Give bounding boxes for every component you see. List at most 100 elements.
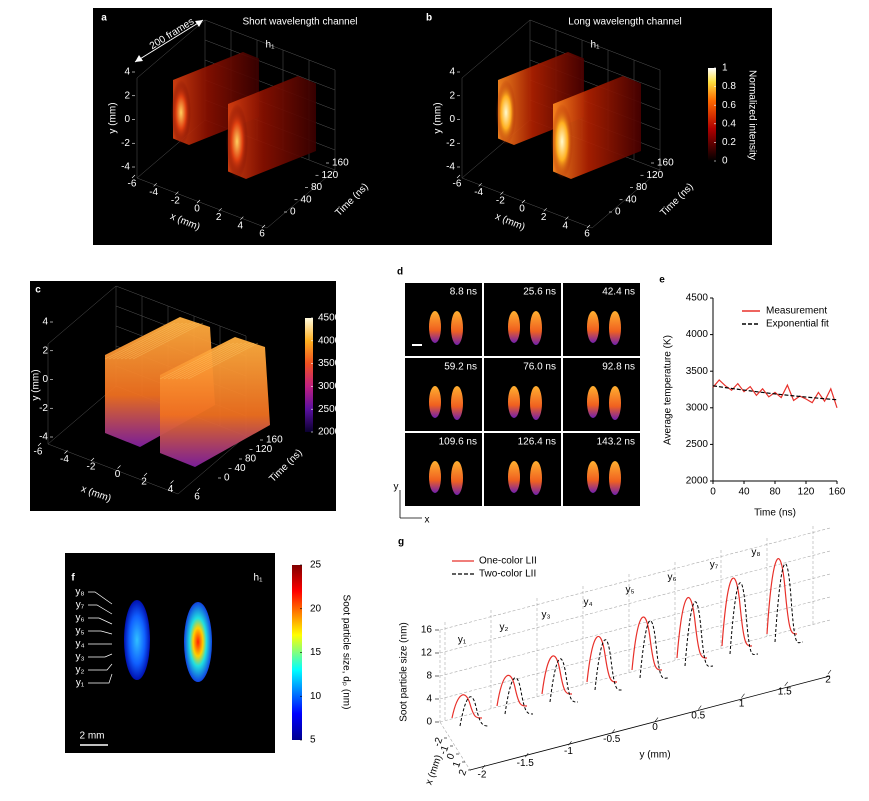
tick-label: 10 <box>310 691 322 702</box>
frame-time: 92.8 ns <box>602 362 635 373</box>
tick-label: 6 <box>584 229 590 240</box>
emission-blob <box>609 311 621 345</box>
profile-one-color <box>586 635 618 683</box>
tick-label: 0 <box>42 374 48 385</box>
tick-label: 8 <box>426 671 432 682</box>
tick-label: 0 <box>519 204 525 215</box>
emission-blob <box>508 386 520 418</box>
row-label: y₈ <box>751 547 760 558</box>
colorbar <box>708 68 716 161</box>
tick-label: 0 <box>615 207 621 218</box>
panel-label: f <box>71 573 75 584</box>
panel-label: c <box>35 285 41 296</box>
row-label: y₂ <box>76 665 85 676</box>
grid-frame <box>439 550 831 654</box>
axis-title: y (mm) <box>31 369 42 400</box>
frame-image <box>563 358 640 431</box>
tick-mark <box>586 224 591 229</box>
tick-label: 2 <box>42 345 48 356</box>
tick-label: -2 <box>496 195 505 206</box>
texture-line <box>175 342 247 380</box>
row-label: y₁ <box>458 635 467 646</box>
colorbar <box>305 318 313 432</box>
tick-label: 4 <box>449 67 455 78</box>
tick-label: -6 <box>453 179 462 190</box>
tick-label: 0 <box>652 722 658 733</box>
row-label: y₆ <box>75 613 84 624</box>
grid-frame <box>439 527 831 631</box>
x-tick-label: 80 <box>769 487 781 498</box>
panel-label: b <box>426 13 432 24</box>
axis-frame <box>461 19 531 79</box>
row-label: y₇ <box>76 600 85 611</box>
texture-line <box>124 322 196 360</box>
profile-two-color <box>639 620 669 679</box>
tick-label: 2 <box>457 768 469 777</box>
tick-label: 160 <box>266 435 283 446</box>
tick-label: 0 <box>722 156 728 167</box>
tick-mark <box>525 752 529 758</box>
tick-label: 1 <box>451 760 463 769</box>
frames-arrow <box>134 19 204 63</box>
tick-mark <box>543 208 547 212</box>
axis-frame <box>529 19 661 71</box>
tick-label: 20 <box>310 603 322 614</box>
tick-label: -4 <box>39 432 48 443</box>
emission-blob <box>587 461 599 493</box>
tick-label: 120 <box>647 170 664 181</box>
tick-label: -4 <box>474 187 483 198</box>
emission-slab-face <box>226 104 248 179</box>
height-label: h₁ <box>266 40 276 51</box>
tick-label: -6 <box>128 179 137 190</box>
frame-image <box>484 283 561 356</box>
tick-label: 0.8 <box>722 81 736 92</box>
tick-label: 25 <box>310 560 322 571</box>
tick-label: 0 <box>124 114 130 125</box>
tick-label: 2 <box>541 212 547 223</box>
emission-blob <box>429 386 441 418</box>
emission-blob <box>587 311 599 343</box>
y-tick-label: 4500 <box>686 293 709 304</box>
scale-bar-label: 2 mm <box>80 731 105 742</box>
tick-label: 160 <box>332 158 349 169</box>
frame-image <box>484 433 561 506</box>
row-label: y₇ <box>710 560 719 571</box>
tick-mark <box>698 705 702 710</box>
emission-slab-body <box>228 76 316 179</box>
panel-label: a <box>101 13 107 24</box>
frame-time: 25.6 ns <box>523 287 556 298</box>
frame-image <box>563 433 640 506</box>
tick-label: 2 <box>124 90 130 101</box>
colorbar-title: Temperature (K) <box>340 339 351 411</box>
size-map <box>124 600 150 680</box>
axis-frame <box>204 19 336 71</box>
texture-line <box>112 322 184 360</box>
data-line <box>712 379 838 408</box>
x-tick-label: 0 <box>710 487 716 498</box>
tick-label: 0 <box>449 114 455 125</box>
size-map <box>184 602 212 682</box>
tick-label: -4 <box>60 454 69 465</box>
tick-mark <box>456 174 461 179</box>
texture-line <box>128 322 200 360</box>
tick-label: 2 <box>825 675 831 686</box>
axis-title: x <box>425 515 430 526</box>
axis-frame <box>529 39 661 91</box>
texture-line <box>179 342 251 380</box>
emission-slab-body <box>553 76 641 179</box>
row-label: y₂ <box>500 622 509 633</box>
tick-label: 2000 <box>318 427 341 438</box>
tick-mark <box>218 208 222 212</box>
profile-one-color <box>451 694 483 719</box>
texture-line <box>116 322 188 360</box>
height-label: h₁ <box>591 40 601 51</box>
row-pointer <box>88 673 113 684</box>
height-label: h₁ <box>254 573 264 584</box>
tick-label: -4 <box>149 187 158 198</box>
texture-line <box>104 322 176 360</box>
emission-blob <box>587 386 599 418</box>
tick-label: -4 <box>121 162 130 173</box>
colorbar-title: Soot particle size, dₚ (nm) <box>340 595 351 710</box>
grid-frame <box>439 573 831 677</box>
tick-label: 4 <box>238 220 244 231</box>
